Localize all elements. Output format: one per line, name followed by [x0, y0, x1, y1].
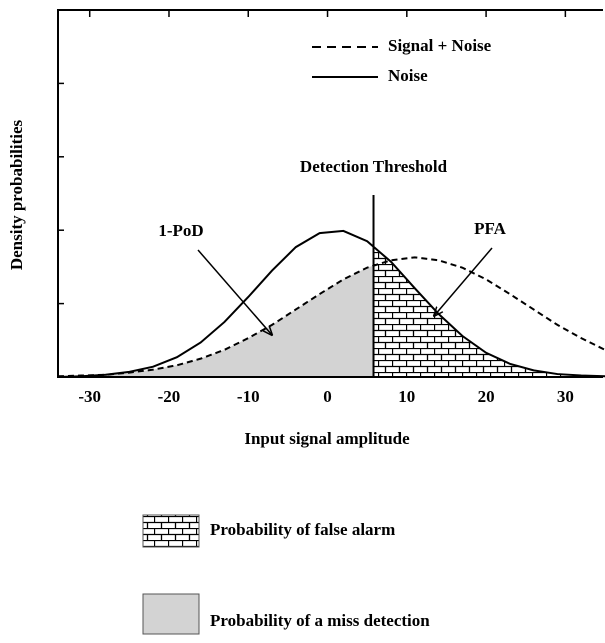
- annotation-arrow: [434, 247, 493, 316]
- x-tick-label: -20: [158, 387, 181, 406]
- x-axis-label: Input signal amplitude: [244, 429, 410, 448]
- shaded-area: [373, 246, 605, 377]
- legend-swatch: [142, 514, 200, 548]
- x-tick-label: 0: [323, 387, 332, 406]
- x-tick-label: 30: [557, 387, 574, 406]
- legend-swatch: [142, 593, 200, 635]
- x-tick-label: -10: [237, 387, 260, 406]
- legend-label: Probability of false alarm: [210, 520, 395, 539]
- series-line: [57, 256, 605, 378]
- x-tick-label: -30: [78, 387, 101, 406]
- legend-label: Noise: [388, 66, 428, 85]
- annotation: 1-PoD: [158, 221, 203, 240]
- shaded-area: [58, 265, 374, 377]
- legend-label: Probability of a miss detection: [210, 611, 430, 630]
- legend-label: Signal + Noise: [388, 36, 492, 55]
- x-tick-label: 10: [398, 387, 415, 406]
- annotation-arrow: [197, 249, 272, 335]
- y-axis-label: Density probabilities: [7, 119, 26, 270]
- annotation: PFA: [474, 219, 507, 238]
- x-tick-label: 20: [478, 387, 495, 406]
- threshold-label: Detection Threshold: [300, 157, 448, 176]
- axis-frame: [57, 9, 603, 378]
- series-line: [57, 229, 605, 378]
